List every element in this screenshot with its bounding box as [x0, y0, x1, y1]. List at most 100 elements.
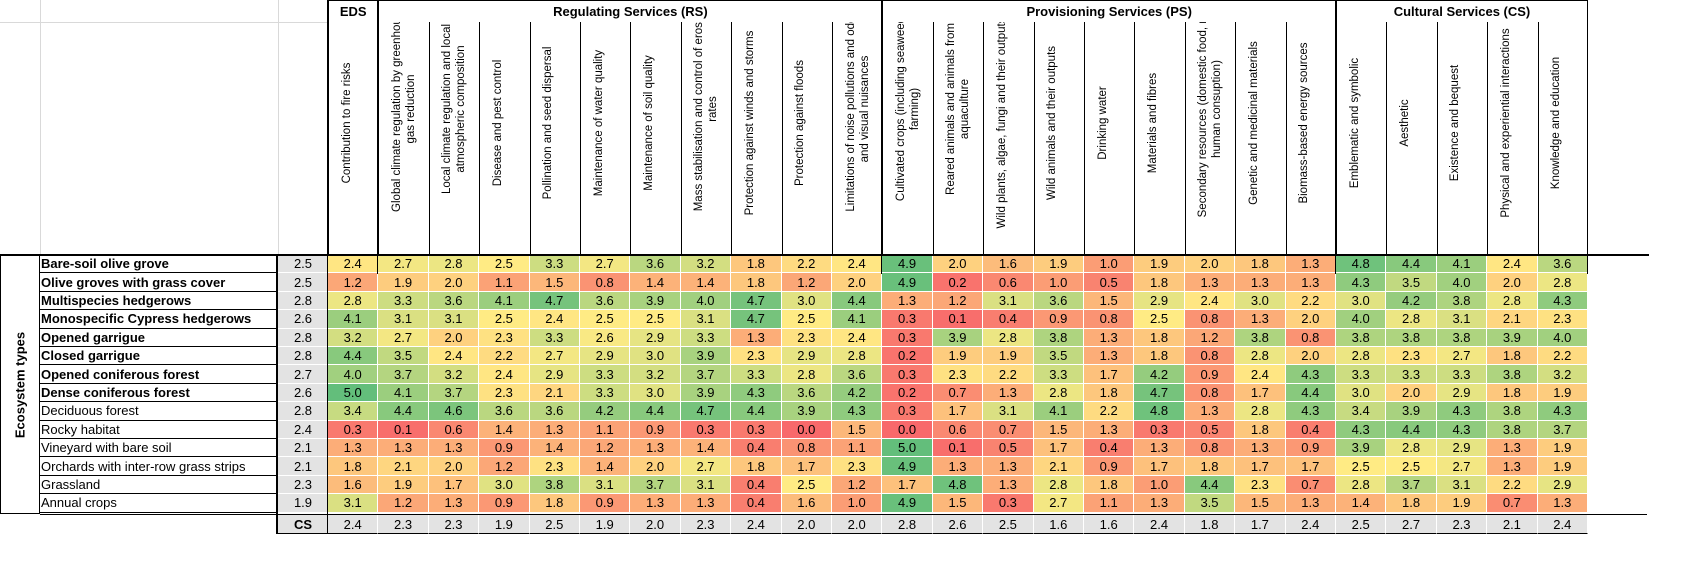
score-cell: 0.8 — [1184, 347, 1236, 366]
score-cell: 1.8 — [731, 457, 782, 476]
score-cell: 4.7 — [731, 291, 782, 311]
score-cell: 1.3 — [1084, 328, 1135, 347]
score-cell: 2.8 — [1386, 310, 1437, 329]
score-cell: 3.7 — [680, 365, 732, 384]
score-cell: 0.6 — [428, 420, 480, 439]
score-cell: 3.9 — [932, 328, 984, 347]
score-cell: 2.3 — [1537, 310, 1588, 329]
score-cell: 3.3 — [731, 365, 782, 384]
score-cell: 1.9 — [1436, 494, 1488, 513]
score-cell: 1.9 — [378, 273, 429, 292]
column-label-text: Mass stabilisation and control of erosio… — [693, 22, 720, 212]
score-cell: 3.3 — [1436, 365, 1488, 384]
score-cell: 3.8 — [1386, 328, 1437, 347]
score-cell: 0.0 — [781, 420, 832, 439]
score-cell: 0.7 — [1487, 494, 1538, 513]
score-cell: 3.1 — [1436, 475, 1488, 495]
score-cell: 0.8 — [580, 273, 631, 292]
row-mean: 2.1 — [278, 457, 328, 476]
score-cell: 1.5 — [529, 273, 580, 292]
score-cell: 3.8 — [1487, 420, 1538, 439]
score-cell: 4.4 — [328, 347, 379, 366]
score-cell: 0.4 — [1285, 420, 1336, 439]
score-cell: 3.7 — [1386, 475, 1437, 495]
column-label-text: Secondary resources (domestic food, non-… — [1197, 22, 1224, 218]
score-cell: 1.3 — [1134, 439, 1185, 458]
score-cell: 0.1 — [932, 439, 984, 458]
score-cell: 1.2 — [479, 457, 530, 476]
summary-cell: 1.9 — [580, 514, 631, 534]
score-cell: 3.9 — [680, 347, 732, 366]
score-cell: 2.0 — [832, 273, 883, 292]
score-cell: 3.8 — [1487, 365, 1538, 384]
column-label: Pollination and seed dispersal — [529, 22, 580, 254]
row-label: Dense coniferous forest — [40, 384, 277, 403]
score-cell: 1.3 — [983, 457, 1034, 476]
score-cell: 0.8 — [1184, 383, 1236, 403]
score-cell: 0.2 — [882, 383, 933, 403]
score-cell: 3.2 — [680, 255, 732, 274]
score-cell: 4.4 — [832, 291, 883, 311]
summary-cell: 2.4 — [1285, 514, 1336, 534]
score-cell: 3.8 — [1033, 328, 1084, 347]
score-cell: 3.5 — [378, 347, 429, 366]
score-cell: 1.2 — [832, 475, 883, 495]
score-cell: 3.7 — [1537, 420, 1588, 439]
score-cell: 1.3 — [328, 439, 379, 458]
summary-row-label: CS — [278, 514, 328, 534]
score-cell: 3.1 — [680, 310, 732, 329]
score-cell: 0.9 — [1084, 457, 1135, 476]
summary-cell: 2.5 — [529, 514, 580, 534]
summary-cell: 2.0 — [781, 514, 832, 534]
score-cell: 2.1 — [529, 383, 580, 403]
score-cell: 2.8 — [1336, 347, 1387, 366]
score-cell: 0.8 — [1084, 310, 1135, 329]
score-cell: 1.8 — [1235, 255, 1286, 274]
score-cell: 4.3 — [1537, 291, 1588, 311]
score-cell: 1.4 — [630, 273, 681, 292]
score-cell: 4.7 — [1134, 383, 1185, 403]
score-cell: 1.8 — [1084, 383, 1135, 403]
column-label-text: Pollination and seed dispersal — [542, 46, 555, 200]
score-cell: 1.7 — [1033, 439, 1084, 458]
column-label: Wild plants, algae, fungi and their outp… — [983, 22, 1033, 254]
group-header: Regulating Services (RS) — [378, 0, 883, 22]
score-cell: 2.7 — [378, 328, 429, 347]
score-cell: 4.2 — [1386, 291, 1437, 311]
column-label-text: Maintenance of water quality — [592, 49, 605, 197]
row-mean: 2.6 — [278, 310, 328, 329]
summary-cell: 2.3 — [428, 514, 480, 534]
score-cell: 0.3 — [882, 328, 933, 347]
score-cell: 2.4 — [832, 328, 883, 347]
score-cell: 3.1 — [428, 310, 480, 329]
score-cell: 3.9 — [680, 383, 732, 403]
score-cell: 1.4 — [1336, 494, 1387, 513]
summary-cell: 1.6 — [1084, 514, 1135, 534]
score-cell: 2.9 — [529, 365, 580, 384]
score-cell: 0.6 — [983, 273, 1034, 292]
row-mean: 2.8 — [278, 291, 328, 311]
column-label: Emblematic and symbolic — [1336, 22, 1386, 254]
score-cell: 0.8 — [1184, 310, 1236, 329]
score-cell: 0.8 — [1285, 328, 1336, 347]
score-cell: 1.8 — [328, 457, 379, 476]
score-cell: 2.2 — [781, 255, 832, 274]
score-cell: 4.3 — [731, 383, 782, 403]
score-cell: 1.3 — [882, 291, 933, 311]
column-label: Wild animals and their outputs — [1033, 22, 1084, 254]
score-cell: 1.3 — [1235, 310, 1286, 329]
score-cell: 1.0 — [832, 494, 883, 513]
column-label: Limitations of noise pollutions and odou… — [832, 22, 882, 254]
score-cell: 1.2 — [328, 273, 379, 292]
score-cell: 3.6 — [529, 402, 580, 421]
score-cell: 0.3 — [882, 310, 933, 329]
score-cell: 1.3 — [1084, 420, 1135, 439]
score-cell: 0.9 — [1184, 365, 1236, 384]
score-cell: 1.0 — [1134, 475, 1185, 495]
column-label-text: Protection against winds and storms — [743, 30, 756, 216]
score-cell: 2.3 — [529, 457, 580, 476]
column-label-text: Limitations of noise pollutions and odou… — [844, 22, 871, 212]
score-cell: 2.7 — [1436, 347, 1488, 366]
score-cell: 3.1 — [328, 494, 379, 513]
column-label: Local climate regulation and local atmos… — [428, 22, 479, 254]
